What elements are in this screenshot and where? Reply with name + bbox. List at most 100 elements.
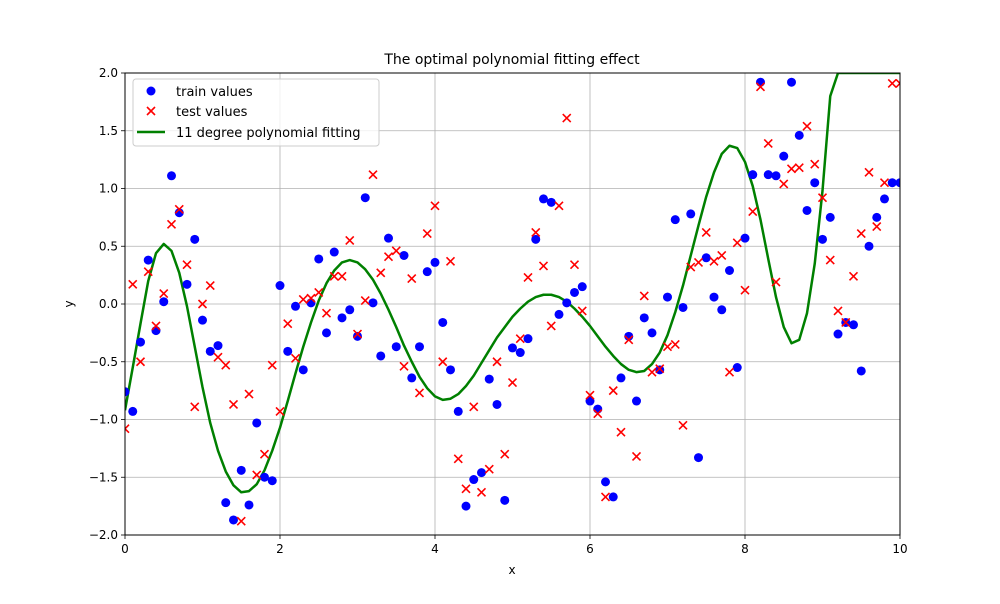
train-point xyxy=(570,287,579,297)
test-point xyxy=(306,293,316,303)
test-point xyxy=(174,204,184,214)
test-point xyxy=(593,409,603,419)
train-point xyxy=(725,266,734,276)
legend-box xyxy=(132,78,380,147)
train-point xyxy=(322,328,331,338)
test-point xyxy=(329,271,339,281)
test-point xyxy=(546,321,556,331)
test-point xyxy=(236,516,246,526)
train-point xyxy=(244,500,254,510)
train-point xyxy=(639,313,649,323)
test-point xyxy=(159,289,169,299)
test-point xyxy=(786,164,797,174)
test-point xyxy=(151,321,161,331)
test-point xyxy=(228,399,239,410)
test-point xyxy=(639,291,649,301)
train-point xyxy=(159,297,169,307)
test-point xyxy=(655,364,665,374)
train-point xyxy=(732,363,742,373)
train-point xyxy=(298,365,308,375)
train-point xyxy=(872,212,882,222)
test-point xyxy=(841,317,851,328)
test-point xyxy=(709,256,719,266)
test-point xyxy=(143,267,153,277)
train-point xyxy=(856,366,866,376)
legend: train values test values 11 degree polyn… xyxy=(132,78,380,147)
train-point xyxy=(213,341,223,351)
train-point xyxy=(252,418,262,428)
test-point xyxy=(717,250,727,261)
test-point xyxy=(887,78,897,88)
test-point xyxy=(213,352,223,362)
train-point xyxy=(151,326,161,336)
train-point xyxy=(306,298,316,308)
test-point xyxy=(732,238,742,248)
test-point xyxy=(825,255,835,265)
train-point xyxy=(864,241,874,251)
train-point xyxy=(670,215,680,225)
test-point xyxy=(624,335,634,345)
test-point xyxy=(430,201,440,211)
train-point xyxy=(531,234,541,244)
test-point xyxy=(360,295,370,306)
train-point xyxy=(880,194,889,204)
train-point xyxy=(182,279,192,289)
test-point xyxy=(693,257,704,267)
train-point xyxy=(267,476,277,486)
train-point xyxy=(763,170,773,180)
x-tick-label: 10 xyxy=(892,542,907,556)
test-point xyxy=(701,227,711,237)
test-point xyxy=(492,357,502,367)
test-point xyxy=(383,252,394,262)
train-point xyxy=(608,492,618,502)
train-point xyxy=(663,292,672,302)
train-point xyxy=(849,320,858,330)
test-point xyxy=(817,193,828,203)
train-point xyxy=(655,365,665,375)
test-point xyxy=(453,454,463,464)
test-point xyxy=(662,342,673,352)
train-point xyxy=(756,77,765,87)
test-point xyxy=(771,277,781,287)
fit-line xyxy=(125,73,900,494)
test-point xyxy=(445,256,456,266)
tick-layer: 0 2 4 6 8 10 −2.0 −1.5 −1.0 −0.5 0.0 0.5 1.0 1.5 2.0 xyxy=(89,66,908,556)
data-layer xyxy=(125,73,900,526)
test-point xyxy=(135,357,146,367)
test-point xyxy=(125,424,130,434)
test-point xyxy=(244,389,254,399)
train-point xyxy=(539,194,548,204)
train-point xyxy=(143,255,153,265)
train-point xyxy=(701,253,711,263)
x-tick-label: 8 xyxy=(741,542,749,556)
test-point xyxy=(128,279,138,289)
train-point xyxy=(500,495,510,505)
train-point xyxy=(337,313,347,323)
train-point xyxy=(523,334,533,344)
test-point xyxy=(686,262,696,272)
test-point xyxy=(585,390,595,400)
test-point xyxy=(290,353,301,363)
train-point xyxy=(353,331,362,341)
train-point xyxy=(771,171,781,181)
train-point xyxy=(360,193,370,203)
y-tick-label: 2.0 xyxy=(99,66,118,80)
train-point xyxy=(484,374,494,384)
train-point xyxy=(221,498,231,508)
legend-test-label: test values xyxy=(176,105,248,120)
train-point xyxy=(384,233,393,243)
train-point xyxy=(740,233,750,243)
test-point xyxy=(197,299,208,309)
train-point xyxy=(453,406,463,416)
test-point xyxy=(600,492,611,502)
test-point xyxy=(554,201,564,211)
test-point xyxy=(352,329,363,339)
train-point xyxy=(469,475,479,485)
train-point xyxy=(887,178,897,188)
train-point xyxy=(461,501,471,511)
train-point xyxy=(694,453,703,463)
x-tick-label: 6 xyxy=(586,542,594,556)
test-point xyxy=(763,138,773,149)
test-point xyxy=(267,360,277,370)
test-point xyxy=(895,78,900,88)
